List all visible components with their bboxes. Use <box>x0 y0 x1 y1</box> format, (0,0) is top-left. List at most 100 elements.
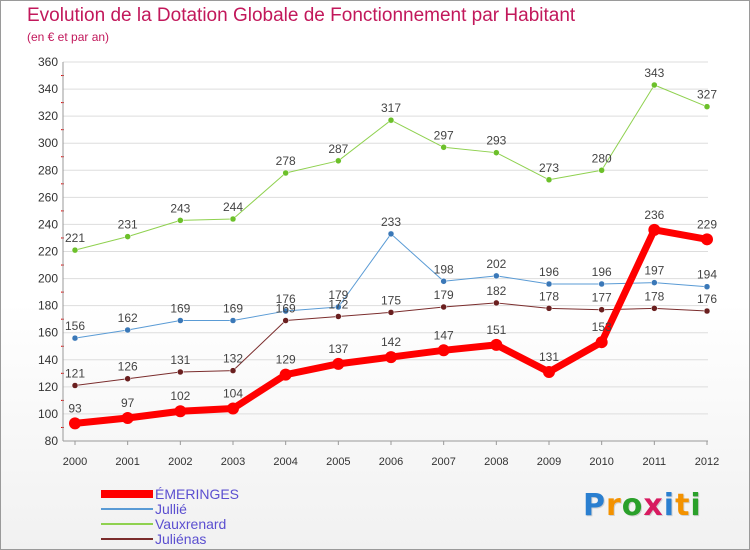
data-label: 196 <box>592 265 612 279</box>
x-tick-label: 2009 <box>537 456 561 468</box>
data-point <box>387 309 395 316</box>
data-point <box>335 313 342 320</box>
data-point <box>703 307 711 315</box>
x-tick-label: 2003 <box>221 456 245 468</box>
x-tick-label: 2000 <box>63 456 87 468</box>
data-point <box>177 217 184 224</box>
data-point <box>545 305 553 312</box>
data-point <box>124 326 131 334</box>
data-label: 178 <box>644 289 664 303</box>
logo-letter: i <box>663 488 676 523</box>
data-point <box>437 344 450 357</box>
data-point <box>124 233 131 240</box>
data-label: 280 <box>592 151 612 165</box>
data-point <box>282 307 289 315</box>
data-label: 273 <box>539 161 559 175</box>
data-point <box>124 375 131 382</box>
legend-label: Juliénas <box>155 531 207 547</box>
data-label: 104 <box>223 387 243 401</box>
data-label: 93 <box>68 401 82 415</box>
data-point <box>490 338 503 351</box>
data-label: 129 <box>276 353 296 367</box>
data-point <box>440 144 447 151</box>
logo-letter: r <box>606 488 622 523</box>
legend-label: Jullié <box>155 501 187 517</box>
data-label: 131 <box>539 350 559 364</box>
y-tick-label: 300 <box>38 136 58 150</box>
data-label: 231 <box>118 218 138 232</box>
data-label: 287 <box>328 142 348 156</box>
data-point <box>335 157 342 165</box>
legend-label: Vauxrenard <box>155 516 227 532</box>
data-point <box>493 299 500 307</box>
data-label: 169 <box>223 302 243 316</box>
data-point <box>648 223 661 236</box>
data-point <box>229 317 237 324</box>
data-label: 278 <box>276 154 296 168</box>
data-label: 327 <box>697 88 717 102</box>
x-tick-label: 2012 <box>695 456 719 468</box>
y-tick-label: 280 <box>38 163 58 177</box>
data-point <box>440 303 447 311</box>
data-label: 169 <box>170 302 190 316</box>
data-label: 194 <box>697 268 717 282</box>
legend-label: ÉMERINGES <box>155 486 240 502</box>
data-label: 147 <box>434 328 454 342</box>
data-point <box>282 169 289 177</box>
data-point <box>651 279 658 286</box>
data-point <box>174 405 187 418</box>
data-label: 343 <box>644 66 664 80</box>
y-tick-label: 220 <box>38 245 58 259</box>
x-tick-label: 2008 <box>484 456 508 468</box>
data-label: 131 <box>170 353 190 367</box>
data-point <box>121 411 134 424</box>
logo-letter: P <box>583 488 606 523</box>
data-point <box>387 116 395 124</box>
data-label: 179 <box>434 288 454 302</box>
x-tick-label: 2007 <box>431 456 455 468</box>
data-label: 137 <box>328 342 348 356</box>
data-point <box>335 303 342 311</box>
data-point <box>651 305 658 312</box>
data-point <box>595 336 608 349</box>
data-point <box>651 81 658 89</box>
data-label: 142 <box>381 335 401 349</box>
data-point <box>703 283 711 290</box>
y-tick-label: 140 <box>38 353 58 367</box>
logo-letter: i <box>690 488 702 523</box>
data-label: 244 <box>223 200 243 214</box>
legend-swatch <box>101 490 153 498</box>
y-tick-label: 360 <box>38 55 58 69</box>
legend-swatch <box>101 538 153 540</box>
data-point <box>279 368 292 381</box>
data-point <box>229 215 237 223</box>
data-label: 221 <box>65 231 85 245</box>
data-label: 102 <box>170 389 190 403</box>
y-tick-label: 260 <box>38 190 58 204</box>
data-label: 233 <box>381 215 401 229</box>
data-label: 169 <box>276 302 296 316</box>
data-point <box>227 402 239 415</box>
data-point <box>440 278 447 285</box>
legend-swatch <box>101 523 153 525</box>
data-point <box>385 351 397 364</box>
x-tick-label: 2006 <box>379 456 403 468</box>
data-point <box>701 233 713 246</box>
data-label: 297 <box>434 128 454 142</box>
data-label: 293 <box>486 134 506 148</box>
x-tick-label: 2002 <box>168 456 192 468</box>
logo-letter: o <box>621 488 644 523</box>
data-label: 197 <box>644 264 664 278</box>
data-point <box>598 280 605 288</box>
data-label: 153 <box>592 320 612 334</box>
data-point <box>598 167 605 174</box>
data-label: 317 <box>381 101 401 115</box>
chart-title: Evolution de la Dotation Globale de Fonc… <box>27 5 576 26</box>
data-label: 178 <box>539 289 559 303</box>
data-label: 198 <box>434 262 454 276</box>
data-point <box>69 417 81 430</box>
data-point <box>598 306 605 313</box>
x-tick-label: 2011 <box>643 456 667 468</box>
